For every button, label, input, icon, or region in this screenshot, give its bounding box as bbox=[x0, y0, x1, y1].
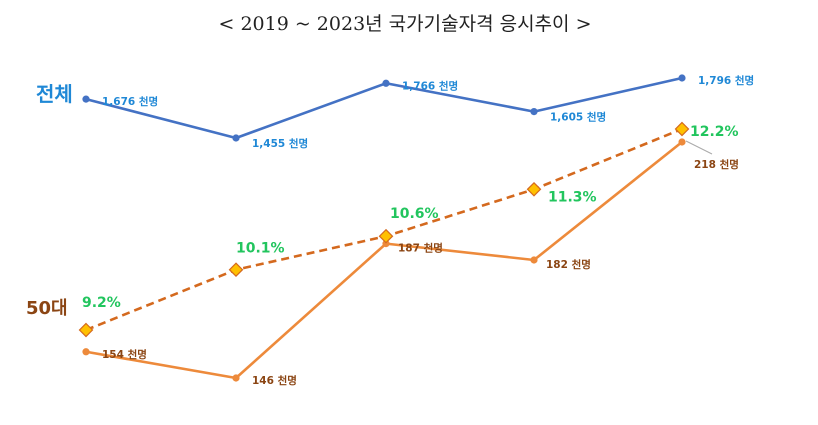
series-share-marker-2019 bbox=[78, 322, 94, 338]
series-share-label-2023: 12.2% bbox=[690, 124, 739, 140]
series-50s-point-2022 bbox=[530, 256, 538, 264]
series-50s-point-2020 bbox=[232, 374, 240, 382]
series-50s-label-2023: 218 천명 bbox=[694, 158, 739, 171]
series-50s-label-2019: 154 천명 bbox=[102, 348, 147, 361]
series-50s-name: 50대 bbox=[26, 298, 68, 319]
series-50s-label-2021: 187 천명 bbox=[398, 242, 443, 255]
series-share-marker-2023 bbox=[674, 121, 690, 137]
series-layer: 1,676 천명 1,455 천명 1,766 천명 1,605 천명 1,796 천명… bbox=[26, 74, 754, 387]
series-50s-point-2021 bbox=[382, 240, 390, 248]
series-total-name: 전체 bbox=[36, 82, 73, 106]
series-50s-label-2022: 182 천명 bbox=[546, 258, 591, 271]
series-share-marker-2020 bbox=[228, 262, 244, 278]
series-share-line bbox=[85, 127, 683, 332]
series-total-label-2023: 1,796 천명 bbox=[698, 74, 754, 87]
series-total-label-2021: 1,766 천명 bbox=[402, 79, 458, 92]
series-total-label-2019: 1,676 천명 bbox=[102, 95, 158, 108]
series-share-marker-2021 bbox=[378, 228, 394, 244]
series-50s-point-2019 bbox=[82, 348, 90, 356]
series-50s-label-2020: 146 천명 bbox=[252, 374, 297, 387]
series-total-point-2020 bbox=[232, 134, 240, 142]
series-share-label-2020: 10.1% bbox=[236, 241, 285, 257]
series-total-point-2019 bbox=[82, 95, 90, 103]
series-total-point-2022 bbox=[530, 108, 538, 116]
series-total-point-2023 bbox=[678, 74, 686, 82]
series-share-label-2019: 9.2% bbox=[82, 295, 121, 311]
series-50s-point-2023 bbox=[678, 138, 686, 146]
series-50s-line bbox=[85, 140, 683, 380]
series-share-label-2022: 11.3% bbox=[548, 189, 597, 205]
series-total-label-2020: 1,455 천명 bbox=[252, 137, 308, 150]
leader-line-2023 bbox=[685, 140, 713, 155]
series-share-marker-2022 bbox=[526, 181, 542, 197]
series-total-line bbox=[85, 76, 683, 140]
series-total-label-2022: 1,605 천명 bbox=[550, 111, 606, 124]
series-total-point-2021 bbox=[382, 79, 390, 87]
chart-title: < 2019 ~ 2023년 국가기술자격 응시추이 > bbox=[219, 13, 592, 35]
series-share-label-2021: 10.6% bbox=[390, 206, 439, 222]
